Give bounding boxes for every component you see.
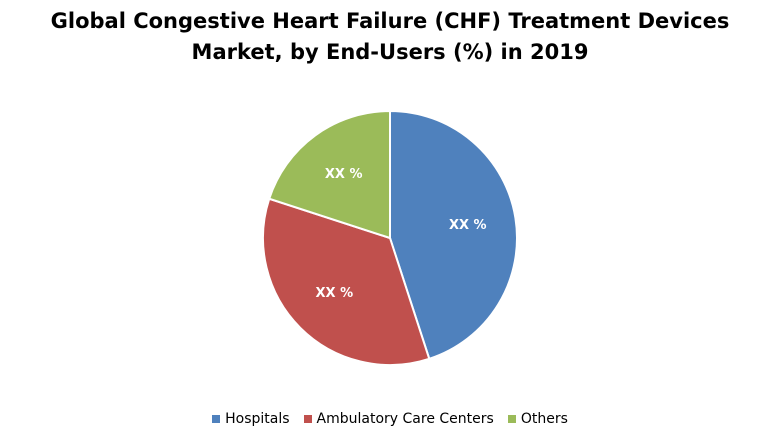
pie-chart: XX % XX % XX %	[262, 109, 518, 366]
legend-swatch-ambulatory-care-centers	[303, 415, 312, 423]
legend-label-hospitals: Hospitals	[225, 411, 290, 427]
pie-slice-ambulatory-care-centers	[262, 197, 431, 366]
slice-label-others: XX %	[325, 167, 363, 182]
chart-title: Global Congestive Heart Failure (CHF) Tr…	[0, 6, 780, 68]
legend-swatch-hospitals	[212, 415, 221, 423]
legend-item-ambulatory-care-centers: Ambulatory Care Centers	[303, 411, 494, 427]
pie-slice-hospitals	[389, 109, 518, 361]
slice-label-hospitals: XX %	[449, 218, 487, 233]
legend-label-ambulatory-care-centers: Ambulatory Care Centers	[316, 411, 494, 427]
legend-swatch-others	[507, 415, 516, 423]
slice-label-ambulatory-care-centers: XX %	[316, 286, 354, 301]
legend-label-others: Others	[520, 411, 568, 427]
pie-slice-others	[267, 109, 391, 240]
chart-title-line-1: Global Congestive Heart Failure (CHF) Tr…	[50, 9, 730, 33]
legend-item-others: Others	[507, 411, 568, 427]
chart-title-line-2: Market, by End-Users (%) in 2019	[191, 40, 589, 64]
legend-item-hospitals: Hospitals	[212, 411, 290, 427]
legend: Hospitals Ambulatory Care Centers Others	[0, 411, 780, 427]
